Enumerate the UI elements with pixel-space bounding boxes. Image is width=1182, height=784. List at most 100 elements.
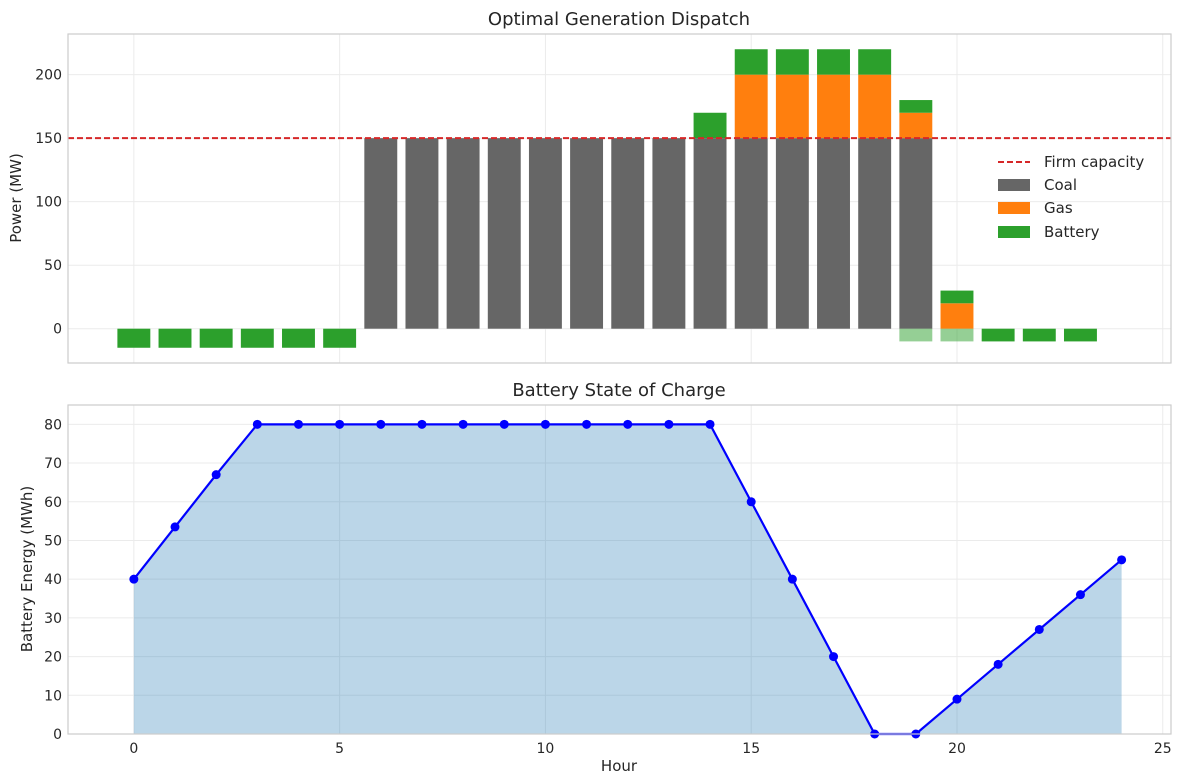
soc-point-21	[993, 659, 1003, 669]
dispatch-y-tick-100: 100	[35, 195, 62, 211]
legend-swatch-gas	[998, 202, 1030, 214]
legend-label-firm-capacity: Firm capacity	[1044, 153, 1144, 171]
coal-bar-15	[734, 138, 768, 329]
dispatch-title: Optimal Generation Dispatch	[488, 9, 750, 30]
battery-bar-17	[817, 49, 850, 75]
dispatch-panel: Optimal Generation Dispatch 0 50 100 150 200…	[7, 9, 1172, 364]
battery-charge-faded-bar-19	[899, 328, 933, 342]
legend-swatch-battery	[998, 226, 1030, 238]
soc-point-9	[499, 419, 509, 429]
battery-charge-bar-0	[117, 328, 151, 348]
soc-x-tick-20: 20	[948, 741, 966, 757]
coal-bar-9	[487, 138, 521, 329]
battery-charge-bar-21	[981, 328, 1015, 342]
soc-y-tick-30: 30	[44, 611, 62, 627]
dispatch-y-tick-200: 200	[35, 68, 62, 84]
soc-point-17	[829, 652, 839, 662]
battery-bar-19	[899, 100, 933, 113]
coal-bar-12	[611, 138, 645, 329]
battery-charge-faded-bar-20	[940, 328, 974, 342]
battery-bar-16	[775, 49, 809, 75]
soc-y-tick-60: 60	[44, 495, 62, 511]
soc-point-5	[335, 419, 345, 429]
soc-y-ticks: 0 10 20 30 40 50 60 70 80	[44, 417, 62, 743]
coal-bar-19	[899, 138, 933, 329]
soc-y-tick-0: 0	[53, 727, 62, 743]
coal-bar-16	[775, 138, 809, 329]
gas-bar-15	[734, 74, 768, 139]
battery-charge-bar-22	[1022, 328, 1056, 342]
soc-x-tick-10: 10	[537, 741, 555, 757]
soc-point-3	[252, 419, 262, 429]
soc-point-15	[746, 497, 756, 507]
gas-bar-16	[775, 74, 809, 139]
soc-y-axis-label: Battery Energy (MWh)	[18, 486, 36, 653]
soc-point-4	[293, 419, 303, 429]
soc-point-0	[129, 574, 139, 584]
dispatch-y-tick-50: 50	[44, 258, 62, 274]
gas-bar-18	[858, 74, 892, 139]
battery-charge-bar-1	[158, 328, 192, 348]
dispatch-plot-frame	[67, 33, 1172, 364]
legend-label-battery: Battery	[1044, 223, 1100, 241]
soc-x-tick-25: 25	[1154, 741, 1172, 757]
soc-point-12	[623, 419, 633, 429]
soc-y-tick-40: 40	[44, 572, 62, 588]
soc-point-24	[1117, 555, 1127, 565]
dispatch-y-tick-150: 150	[35, 131, 62, 147]
battery-charge-bar-5	[323, 328, 357, 348]
soc-title: Battery State of Charge	[512, 380, 725, 401]
battery-charge-bar-23	[1063, 328, 1097, 342]
soc-point-13	[664, 419, 674, 429]
soc-x-tick-5: 5	[335, 741, 344, 757]
battery-charge-bar-4	[282, 328, 315, 348]
soc-point-16	[787, 574, 797, 584]
coal-bar-6	[364, 138, 398, 329]
coal-bar-8	[446, 138, 480, 329]
soc-point-2	[211, 470, 221, 480]
battery-charge-bar-3	[240, 328, 274, 348]
soc-point-23	[1075, 590, 1085, 600]
soc-point-6	[376, 419, 386, 429]
soc-point-10	[540, 419, 550, 429]
soc-y-tick-20: 20	[44, 650, 62, 666]
soc-point-14	[705, 419, 715, 429]
soc-plot-frame	[67, 404, 1172, 735]
soc-points	[129, 419, 1127, 739]
dispatch-y-ticks: 0 50 100 150 200	[35, 68, 62, 338]
gas-bar-17	[817, 74, 850, 139]
battery-charge-bar-2	[199, 328, 233, 348]
battery-bar-20	[940, 290, 974, 304]
coal-bar-7	[405, 138, 439, 329]
soc-y-tick-50: 50	[44, 533, 62, 549]
dispatch-bars	[117, 49, 1097, 348]
soc-y-tick-70: 70	[44, 456, 62, 472]
dispatch-legend: Firm capacity Coal Gas Battery	[998, 153, 1144, 241]
legend-swatch-coal	[998, 179, 1030, 191]
soc-y-tick-80: 80	[44, 417, 62, 433]
coal-bar-17	[817, 138, 850, 329]
dispatch-y-tick-0: 0	[53, 322, 62, 338]
soc-panel: Battery State of Charge 0 10 20 30 40 50 60 70 8…	[18, 380, 1172, 775]
soc-point-22	[1034, 624, 1044, 634]
soc-x-tick-15: 15	[742, 741, 760, 757]
soc-point-8	[458, 419, 468, 429]
soc-point-7	[417, 419, 427, 429]
battery-bar-18	[858, 49, 892, 75]
legend-label-gas: Gas	[1044, 199, 1073, 217]
coal-bar-13	[652, 138, 686, 329]
coal-bar-10	[528, 138, 562, 329]
soc-point-11	[582, 419, 592, 429]
soc-y-tick-10: 10	[44, 688, 62, 704]
dispatch-y-axis-label: Power (MW)	[7, 153, 25, 243]
battery-bar-14	[693, 112, 727, 139]
battery-bar-15	[734, 49, 768, 75]
soc-point-20	[952, 694, 962, 704]
soc-fill-area	[133, 424, 1122, 734]
coal-bar-11	[570, 138, 604, 329]
coal-bar-18	[858, 138, 892, 329]
soc-x-axis-label: Hour	[601, 757, 638, 775]
gas-bar-20	[940, 303, 974, 329]
soc-point-1	[170, 522, 180, 532]
